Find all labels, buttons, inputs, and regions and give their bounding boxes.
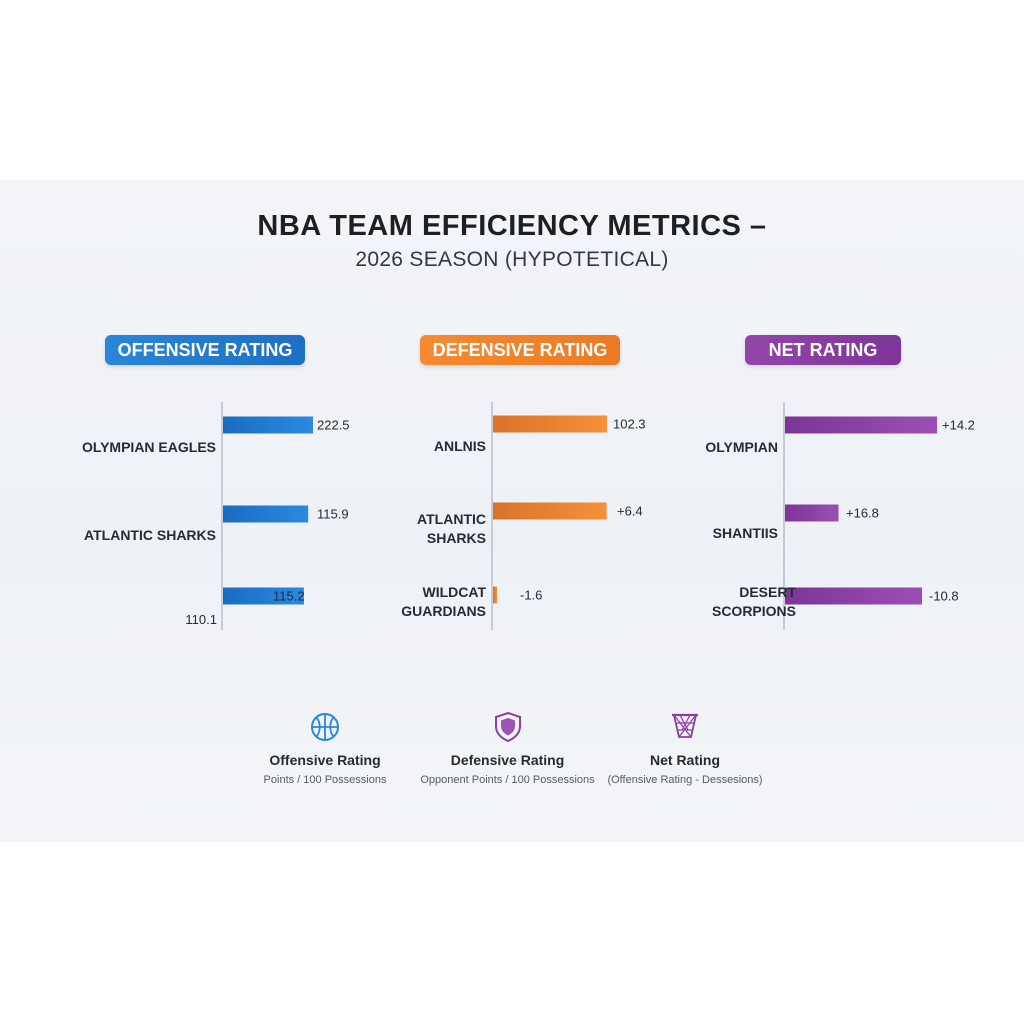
panel-1-category-label-0: ANLNIS [434, 438, 486, 454]
panel-0-bar-0 [223, 416, 313, 434]
panel-1-category-label-2-line2: GUARDIANS [401, 603, 486, 619]
panel-2-value-label-0: +14.2 [942, 418, 975, 433]
panel-2-bar-1 [785, 504, 839, 522]
panel-2-value-label-2: -10.8 [929, 589, 959, 604]
panel-0-value-label-0: 222.5 [317, 418, 350, 433]
legend-defensive-desc: Opponent Points / 100 Possessions [420, 774, 595, 786]
defensive-rating-header: DEFENSIVE RATING [420, 335, 620, 365]
shield-icon [494, 711, 521, 743]
basketball-icon [311, 713, 339, 741]
panel-1-bar-0 [493, 415, 607, 433]
panel-1-bar-2 [493, 586, 497, 604]
panel-2-category-label-2-line2: SCORPIONS [712, 603, 796, 619]
panel-1-category-label-1-line2: SHARKS [427, 530, 486, 546]
legend-net-title: Net Rating [650, 752, 720, 768]
panel-1-bar-1 [493, 502, 607, 520]
legend-net: Net Rating (Offensive Rating - Dessesion… [600, 710, 770, 786]
panel-2-bar-0 [785, 416, 937, 434]
panel-1-value-label-2: -1.6 [520, 588, 542, 603]
panel-1-value-label-1: +6.4 [617, 504, 643, 519]
panel-1-category-label-2-line1: WILDCAT [423, 584, 487, 600]
offensive-rating-header: OFFENSIVE RATING [105, 335, 305, 365]
panel-0-category-label-0: OLYMPIAN EAGLES [82, 439, 216, 455]
panel-2-value-label-1: +16.8 [846, 506, 879, 521]
panel-2-category-label-1: SHANTIIS [713, 525, 778, 541]
legend-offensive-desc: Points / 100 Possessions [263, 774, 387, 786]
basketball-net-icon [672, 713, 698, 738]
panel-0-value-label-1: 115.9 [317, 507, 349, 522]
panel-1-value-label-0: 102.3 [613, 417, 646, 432]
chart-title: NBA TEAM EFFICIENCY METRICS – [257, 210, 767, 242]
panel-0-extra-label-0: 110.1 [185, 612, 217, 627]
panel-2-category-label-0: OLYMPIAN [705, 439, 778, 455]
panel-2-bar-2 [785, 587, 923, 605]
legend-offensive-title: Offensive Rating [269, 752, 381, 768]
net-rating-header: NET RATING [745, 335, 901, 365]
panel-0-bar-1 [223, 505, 309, 523]
legend-net-desc: (Offensive Rating - Dessesions) [607, 774, 763, 786]
panel-1-category-label-1-line1: ATLANTIC [417, 511, 486, 527]
legend-offensive: Offensive Rating Points / 100 Possession… [240, 710, 410, 786]
panel-0-bar-2 [223, 587, 304, 605]
legend-defensive-title: Defensive Rating [450, 752, 565, 768]
panel-0-category-label-1: ATLANTIC SHARKS [84, 527, 216, 543]
chart-subtitle: 2026 SEASON (HYPOTETICAL) [355, 248, 669, 271]
panel-0-value-label-2: 115.2 [273, 589, 305, 604]
legend-defensive: Defensive Rating Opponent Points / 100 P… [410, 710, 605, 786]
panel-2-category-label-2-line1: DESERT [739, 584, 796, 600]
